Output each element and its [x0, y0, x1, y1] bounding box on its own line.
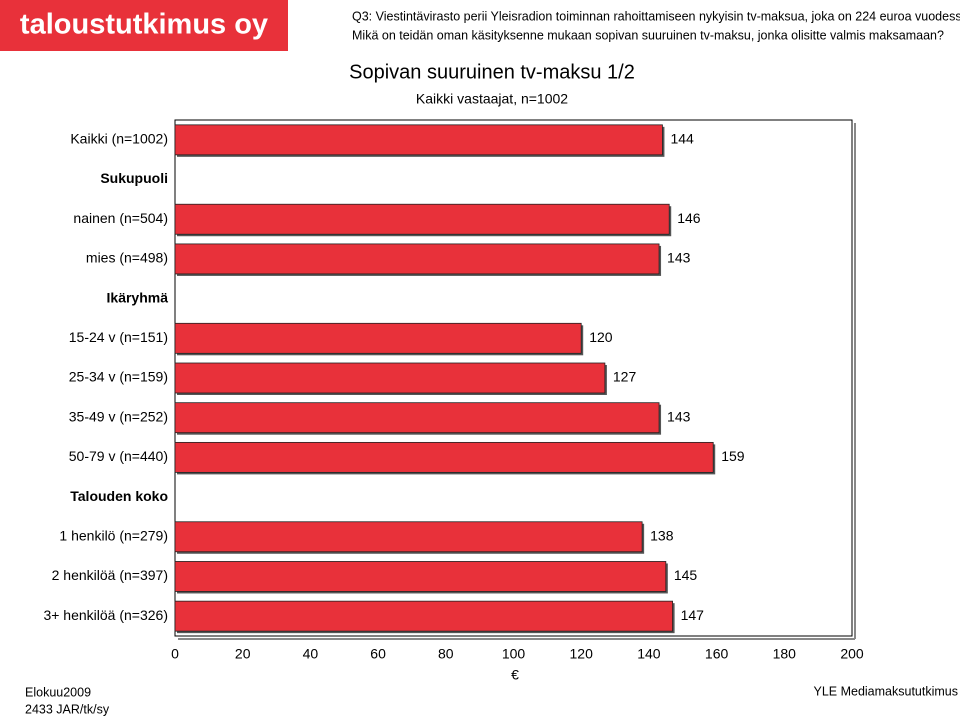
chart-title: Sopivan suuruinen tv-maksu 1/2: [349, 61, 635, 83]
y-tick-label: mies (n=498): [86, 250, 168, 266]
data-label: 120: [589, 329, 613, 345]
bar: [174, 402, 660, 434]
y-tick-label: 1 henkilö (n=279): [59, 527, 168, 543]
x-axis-label: €: [511, 667, 519, 683]
data-label: 138: [650, 527, 674, 543]
x-tick-label: 0: [171, 646, 179, 662]
data-label: 146: [677, 210, 701, 226]
x-tick-label: 140: [637, 646, 661, 662]
question-line: Q3: Viestintävirasto perii Yleisradion t…: [352, 9, 960, 23]
x-tick-label: 100: [502, 646, 526, 662]
group-header: Ikäryhmä: [107, 289, 169, 305]
data-label: 147: [681, 607, 705, 623]
x-tick-label: 200: [840, 646, 864, 662]
x-tick-label: 120: [570, 646, 594, 662]
y-tick-label: nainen (n=504): [73, 210, 168, 226]
data-label: 127: [613, 369, 637, 385]
data-label: 144: [670, 131, 694, 147]
x-tick-label: 60: [370, 646, 386, 662]
footer: 2433 JAR/tk/sy: [25, 702, 110, 716]
x-tick-label: 180: [773, 646, 797, 662]
bar: [174, 362, 606, 394]
question-line: Mikä on teidän oman käsityksenne mukaan …: [352, 28, 944, 42]
bar: [174, 600, 673, 632]
group-header: Sukupuoli: [100, 170, 168, 186]
data-label: 143: [667, 408, 691, 424]
y-tick-label: 15-24 v (n=151): [69, 329, 168, 345]
bar: [174, 441, 714, 473]
footer: YLE Mediamaksututkimus: [813, 684, 958, 698]
y-tick-label: 25-34 v (n=159): [69, 369, 168, 385]
bar: [174, 124, 663, 156]
y-tick-label: 3+ henkilöä (n=326): [43, 607, 168, 623]
x-tick-label: 80: [438, 646, 454, 662]
footer: Elokuu2009: [25, 685, 91, 699]
bar: [174, 203, 670, 235]
bar: [174, 322, 582, 354]
data-label: 143: [667, 250, 691, 266]
y-tick-label: 35-49 v (n=252): [69, 408, 168, 424]
chart-subtitle: Kaikki vastaajat, n=1002: [416, 91, 568, 107]
y-tick-label: 2 henkilöä (n=397): [52, 567, 168, 583]
data-label: 145: [674, 567, 698, 583]
data-label: 159: [721, 448, 745, 464]
logo: taloustutkimus oy: [20, 9, 268, 41]
x-tick-label: 20: [235, 646, 251, 662]
y-tick-label: Kaikki (n=1002): [70, 131, 168, 147]
bar: [174, 521, 643, 553]
bar: [174, 561, 667, 592]
bar: [174, 243, 660, 275]
x-tick-label: 160: [705, 646, 729, 662]
group-header: Talouden koko: [70, 488, 168, 504]
x-tick-label: 40: [303, 646, 319, 662]
y-tick-label: 50-79 v (n=440): [69, 448, 168, 464]
logo-box: [0, 0, 288, 51]
